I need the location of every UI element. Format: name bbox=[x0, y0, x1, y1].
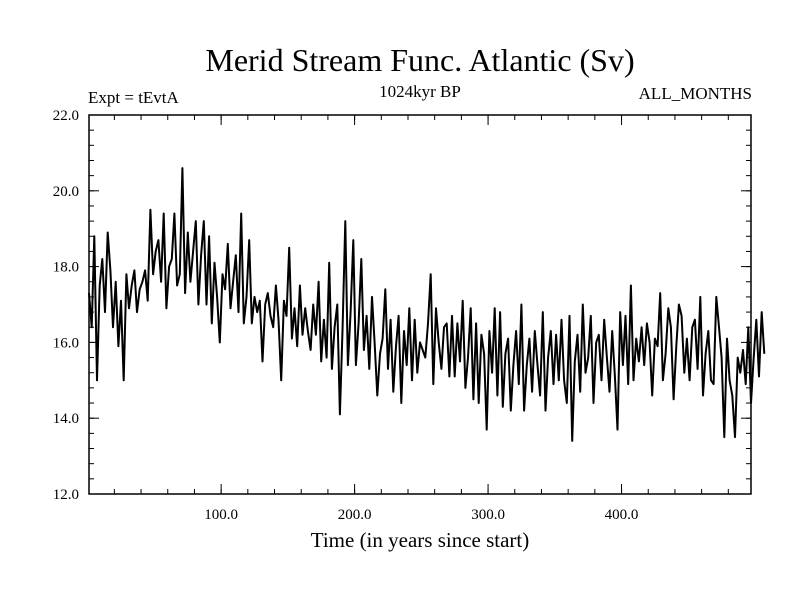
y-tick-label: 22.0 bbox=[53, 108, 79, 124]
y-tick-labels: 12.0 14.0 16.0 18.0 20.0 22.0 bbox=[53, 108, 79, 503]
y-tick-label: 20.0 bbox=[53, 184, 79, 200]
months-label: ALL_MONTHS bbox=[639, 84, 752, 103]
y-tick-label: 16.0 bbox=[53, 335, 79, 351]
period-label: 1024kyr BP bbox=[379, 82, 461, 101]
x-tick-label: 200.0 bbox=[338, 507, 372, 523]
x-tick-label: 100.0 bbox=[204, 507, 238, 523]
experiment-label: Expt = tEvtA bbox=[88, 88, 180, 107]
axis-ticks bbox=[89, 114, 751, 495]
x-axis-title: Time (in years since start) bbox=[311, 528, 530, 552]
plot-frame bbox=[88, 114, 752, 495]
chart-title: Merid Stream Func. Atlantic (Sv) bbox=[205, 42, 634, 78]
x-tick-label: 300.0 bbox=[471, 507, 505, 523]
y-tick-label: 18.0 bbox=[53, 260, 79, 276]
series-line bbox=[88, 167, 766, 442]
y-tick-label: 12.0 bbox=[53, 487, 79, 503]
x-tick-labels: 100.0 200.0 300.0 400.0 bbox=[204, 507, 638, 523]
y-tick-label: 14.0 bbox=[53, 411, 79, 427]
x-tick-label: 400.0 bbox=[605, 507, 639, 523]
